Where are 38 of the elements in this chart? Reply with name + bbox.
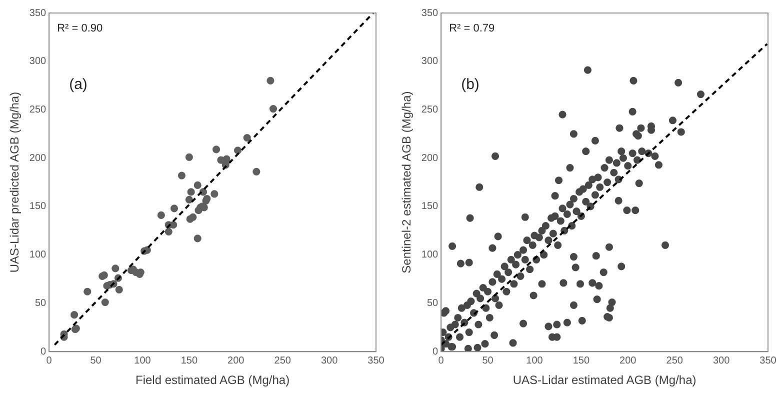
x-tick-label: 50 [90, 355, 102, 366]
x-tick-label: 150 [180, 355, 198, 366]
y-tick-label: 0 [40, 346, 47, 358]
y-tick-label: 250 [421, 104, 439, 116]
x-axis-title: Field estimated AGB (Mg/ha) [136, 373, 290, 388]
x-tick-label: 300 [712, 355, 730, 366]
x-tick-label: 150 [572, 355, 590, 366]
x-tick-label: 200 [620, 355, 637, 366]
annotation: R² = 0.79 [449, 22, 495, 35]
annotation: R² = 0.90 [57, 22, 103, 35]
x-tick-label: 250 [274, 355, 292, 366]
y-tick-label: 100 [421, 250, 439, 261]
y-tick-label: 150 [421, 201, 439, 212]
x-tick-label: 300 [320, 355, 338, 366]
y-tick-label: 300 [421, 56, 439, 68]
annotation: (b) [461, 76, 480, 93]
x-tick-label: 200 [228, 355, 245, 366]
annotation: (a) [69, 76, 88, 93]
x-tick-label: 100 [134, 355, 152, 366]
y-tick-label: 200 [421, 152, 439, 164]
y-tick-label: 250 [29, 104, 47, 116]
y-tick-label: 350 [421, 8, 439, 19]
y-tick-label: 50 [34, 298, 47, 309]
y-tick-label: 300 [29, 56, 47, 68]
y-tick-label: 200 [29, 152, 47, 164]
y-tick-label: 350 [29, 8, 47, 19]
x-tick-label: 250 [666, 355, 684, 366]
x-axis-title: UAS-Lidar estimated AGB (Mg/ha) [512, 373, 696, 388]
y-tick-label: 50 [426, 298, 439, 309]
x-tick-label: 350 [368, 355, 385, 366]
x-tick-label: 100 [526, 355, 544, 366]
x-tick-label: 50 [482, 355, 494, 366]
y-tick-label: 150 [29, 201, 47, 212]
y-axis-title: Sentinel-2 estimated AGB (Mg/ha) [400, 91, 414, 274]
y-tick-label: 0 [432, 346, 439, 358]
x-tick-label: 350 [760, 355, 777, 366]
y-tick-label: 100 [29, 250, 47, 261]
y-axis-title: UAS-Lidar predicted AGB (Mg/ha) [8, 92, 22, 273]
